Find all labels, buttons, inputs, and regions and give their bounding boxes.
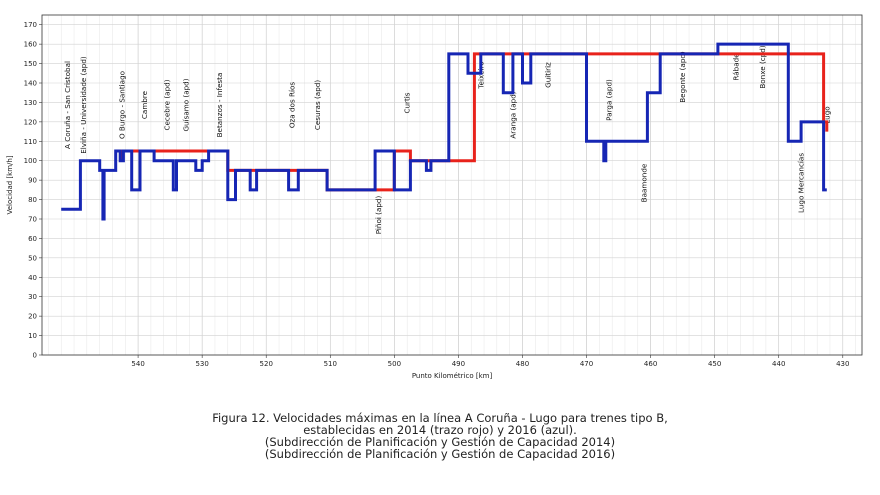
x-tick-label: 520 bbox=[260, 360, 273, 368]
station-label: Bonxe (cpd) bbox=[758, 45, 767, 89]
x-tick-label: 530 bbox=[195, 360, 208, 368]
y-tick-label: 100 bbox=[24, 157, 37, 165]
y-tick-label: 30 bbox=[28, 293, 37, 301]
station-label: Cecebre (apd) bbox=[162, 79, 171, 130]
station-label: Teixeiro bbox=[476, 61, 485, 89]
x-tick-label: 470 bbox=[580, 360, 593, 368]
x-tick-label: 510 bbox=[324, 360, 337, 368]
speed-chart: 540 530 520 510 500 490 480 470 460 450 440 430 0 10 2… bbox=[6, 14, 863, 380]
series-lines bbox=[61, 42, 829, 221]
y-tick-label: 110 bbox=[24, 138, 37, 146]
station-label: Begonte (apd) bbox=[678, 51, 687, 103]
y-tick-label: 50 bbox=[28, 254, 37, 262]
station-label: Elviña - Universidade (apd) bbox=[79, 56, 88, 154]
x-axis-label: Punto Kilométrico [km] bbox=[412, 372, 493, 380]
station-label: Rábade bbox=[731, 53, 740, 81]
figure-caption: Figura 12. Velocidades máximas en la lín… bbox=[0, 412, 880, 460]
station-label: A Coruña - San Cristobal bbox=[63, 61, 72, 149]
x-tick-label: 440 bbox=[772, 360, 785, 368]
y-tick-label: 0 bbox=[33, 352, 37, 360]
caption-line-1: Figura 12. Velocidades máximas en la lín… bbox=[212, 411, 668, 425]
y-tick-label: 120 bbox=[24, 118, 37, 126]
y-tick-label: 140 bbox=[24, 80, 37, 88]
y-tick-label: 70 bbox=[28, 216, 37, 224]
station-label: Guitiriz bbox=[544, 62, 553, 88]
tick-labels: 540 530 520 510 500 490 480 470 460 450 440 430 0 10 2… bbox=[24, 21, 850, 368]
y-tick-label: 90 bbox=[28, 177, 37, 185]
y-tick-label: 10 bbox=[28, 332, 37, 340]
x-tick-label: 540 bbox=[131, 360, 144, 368]
station-label: Aranga (apd) bbox=[508, 91, 517, 138]
plot-frame bbox=[41, 14, 863, 356]
y-tick-label: 60 bbox=[28, 235, 37, 243]
plot-background bbox=[42, 15, 862, 355]
station-label: Cesuras (apd) bbox=[313, 80, 322, 130]
y-tick-label: 170 bbox=[24, 21, 37, 29]
caption-line-2: establecidas en 2014 (trazo rojo) y 2016… bbox=[303, 423, 577, 437]
station-labels: A Coruña - San Cristobal Elviña - Univers… bbox=[63, 45, 831, 234]
station-label: Piñoi (apd) bbox=[374, 196, 383, 235]
station-label: Guísamo (apd) bbox=[182, 78, 191, 131]
x-tick-label: 460 bbox=[644, 360, 657, 368]
station-label: Lugo Mercancías bbox=[797, 153, 806, 213]
x-tick-label: 430 bbox=[836, 360, 849, 368]
y-axis-label: Velocidad [km/h] bbox=[6, 155, 14, 214]
y-tick-label: 40 bbox=[28, 274, 37, 282]
x-tick-label: 490 bbox=[452, 360, 465, 368]
station-label: O Burgo - Santiago bbox=[118, 71, 127, 139]
caption-line-4: (Subdirección de Planificación y Gestión… bbox=[264, 447, 616, 461]
series-line-2016 bbox=[61, 42, 827, 221]
station-label: Lugo bbox=[822, 106, 831, 123]
x-tick-label: 500 bbox=[388, 360, 401, 368]
y-tick-label: 20 bbox=[28, 313, 37, 321]
caption-line-3: (Subdirección de Planificación y Gestión… bbox=[264, 435, 616, 449]
station-label: Oza dos Ríos bbox=[287, 82, 296, 128]
y-tick-label: 80 bbox=[28, 196, 37, 204]
y-tick-label: 130 bbox=[24, 99, 37, 107]
station-label: Betanzos - Infesta bbox=[215, 73, 224, 138]
station-label: Curtis bbox=[403, 92, 412, 113]
station-label: Cambre bbox=[140, 90, 149, 119]
x-tick-label: 450 bbox=[708, 360, 721, 368]
y-tick-label: 150 bbox=[24, 60, 37, 68]
station-label: Parga (apd) bbox=[605, 79, 614, 121]
x-tick-label: 480 bbox=[516, 360, 529, 368]
grid bbox=[42, 15, 862, 356]
station-label: Baamonde bbox=[640, 163, 649, 202]
y-tick-label: 160 bbox=[24, 41, 37, 49]
